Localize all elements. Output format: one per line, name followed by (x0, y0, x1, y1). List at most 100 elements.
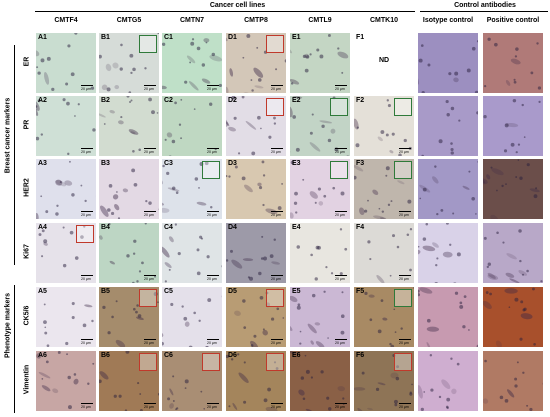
scale-bar-text: 20 µm (207, 277, 217, 281)
micrograph-panel: C5 20 µm (161, 286, 223, 348)
scale-bar-text: 20 µm (335, 150, 345, 154)
cell-texture (483, 359, 543, 411)
scale-bar-text: 20 µm (335, 405, 345, 409)
cell-texture (290, 96, 349, 156)
cell-texture (290, 290, 345, 347)
scale-bar-text: 20 µm (271, 277, 281, 281)
micrograph-panel: D5 20 µm (225, 286, 287, 348)
micrograph-panel: B5 20 µm (98, 286, 160, 348)
row-label: Ki67 (23, 244, 31, 259)
panel-label: C5 (164, 288, 173, 295)
micrograph-panel: B6 20 µm (98, 350, 160, 412)
panel-label: D6 (228, 352, 237, 359)
scale-bar-text: 20 µm (207, 213, 217, 217)
panel-label: D2 (228, 97, 237, 104)
panel-label: D4 (228, 224, 237, 231)
micrograph-panel (417, 350, 479, 412)
magnified-inset (266, 353, 284, 371)
scale-bar-line (335, 148, 347, 149)
panel-label: B6 (101, 352, 110, 359)
micrograph-panel: F6 20 µm (353, 350, 415, 412)
magnified-inset (394, 161, 412, 179)
scale-bar: 20 µm (271, 339, 283, 345)
magnified-inset (394, 289, 412, 307)
scale-bar-line (81, 339, 93, 340)
scale-bar-text: 20 µm (81, 341, 91, 345)
cell-texture (38, 225, 86, 268)
scale-bar: 20 µm (144, 85, 156, 91)
scale-bar-text: 20 µm (207, 150, 217, 154)
panel-label: F5 (356, 288, 365, 295)
cancer-header-rule (35, 11, 415, 12)
panel-label: A3 (38, 160, 47, 167)
scale-bar: 20 µm (271, 211, 283, 217)
micrograph-panel (482, 32, 544, 94)
cell-texture (483, 37, 542, 90)
cell-texture (419, 161, 478, 216)
scale-bar-text: 20 µm (399, 213, 409, 217)
column-header: CMTK10 (369, 17, 398, 24)
cell-texture (296, 228, 348, 281)
scale-bar-line (399, 275, 411, 276)
scale-bar: 20 µm (144, 403, 156, 409)
cell-texture (43, 302, 94, 347)
cell-texture (418, 40, 478, 93)
scale-bar-line (271, 85, 283, 86)
micrograph-panel: F3 20 µm (353, 158, 415, 220)
scale-bar: 20 µm (399, 148, 411, 154)
scale-bar-text: 20 µm (81, 213, 91, 217)
panel-label: C1 (164, 34, 173, 41)
not-determined-label: ND (378, 57, 390, 64)
scale-bar-line (335, 403, 347, 404)
panel-label: F4 (356, 224, 365, 231)
cell-texture (290, 160, 345, 219)
magnified-inset (266, 98, 284, 116)
control-header-rule (420, 11, 548, 12)
micrograph-panel: A2 20 µm (35, 95, 97, 157)
panel-label: C2 (164, 97, 173, 104)
scale-bar: 20 µm (144, 148, 156, 154)
micrograph-panel: F5 20 µm (353, 286, 415, 348)
panel-label: F6 (356, 352, 365, 359)
panel-label: C3 (164, 160, 173, 167)
row-label: CK5/6 (23, 305, 31, 326)
cell-texture (162, 38, 222, 91)
micrograph-panel (482, 95, 544, 157)
panel-label: A2 (38, 97, 47, 104)
scale-bar: 20 µm (144, 339, 156, 345)
cell-texture (99, 351, 159, 411)
micrograph-panel: E4 20 µm (289, 222, 351, 284)
scale-bar-line (271, 403, 283, 404)
cancer-cell-lines-header: Cancer cell lines (209, 2, 266, 9)
scale-bar: 20 µm (399, 211, 411, 217)
panel-label: F3 (356, 160, 365, 167)
micrograph-panel: F1 ND (353, 32, 415, 94)
scale-bar: 20 µm (335, 339, 347, 345)
micrograph-panel: A1 20 µm (35, 32, 97, 94)
micrograph-panel: C3 20 µm (161, 158, 223, 220)
micrograph-panel: E6 20 µm (289, 350, 351, 412)
panel-label: E2 (292, 97, 301, 104)
micrograph-panel: A5 20 µm (35, 286, 97, 348)
scale-bar: 20 µm (399, 339, 411, 345)
magnified-inset (330, 161, 348, 179)
scale-bar-line (144, 148, 156, 149)
cell-texture (421, 99, 478, 156)
panel-label: E6 (292, 352, 301, 359)
scale-bar-line (335, 339, 347, 340)
scale-bar-text: 20 µm (399, 150, 409, 154)
cell-texture (483, 229, 543, 283)
scale-bar-line (335, 211, 347, 212)
cell-texture (367, 228, 414, 283)
scale-bar-line (207, 403, 219, 404)
cell-texture (162, 295, 222, 347)
scale-bar-text: 20 µm (399, 341, 409, 345)
cell-texture (483, 98, 541, 154)
scale-bar-line (144, 275, 156, 276)
panel-label: A6 (38, 352, 47, 359)
scale-bar-line (271, 211, 283, 212)
scale-bar-text: 20 µm (399, 405, 409, 409)
panel-label: B1 (101, 34, 110, 41)
scale-bar-text: 20 µm (271, 213, 281, 217)
micrograph-panel (417, 158, 479, 220)
